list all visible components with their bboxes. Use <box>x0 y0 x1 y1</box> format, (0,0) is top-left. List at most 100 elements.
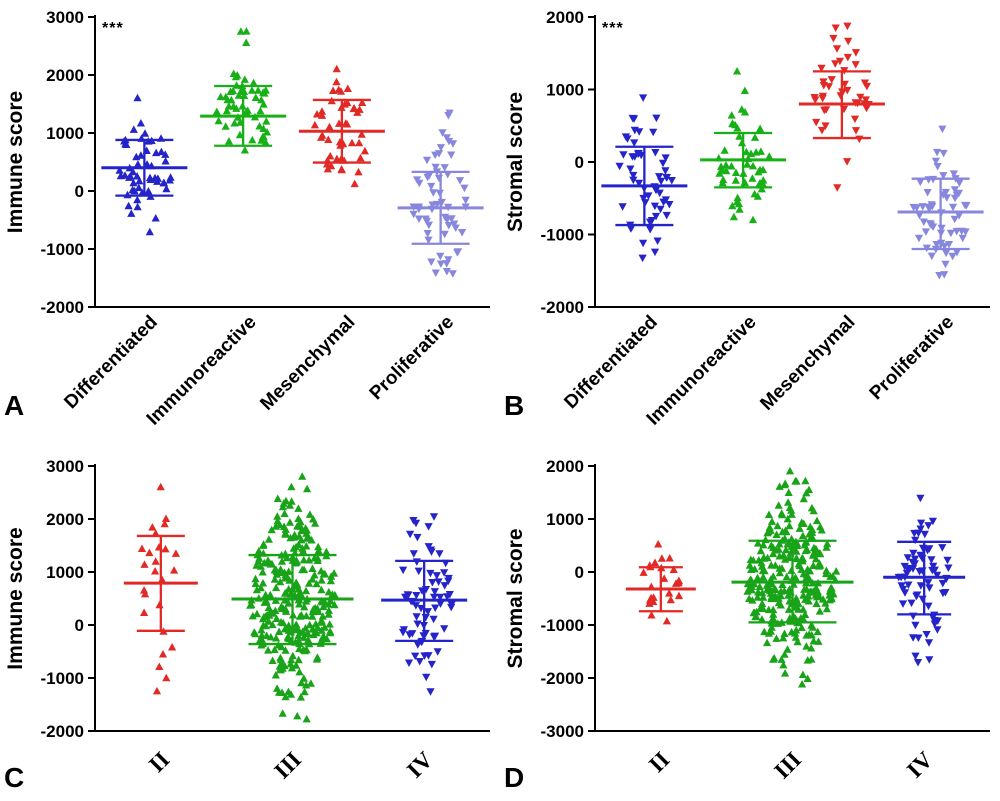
data-point <box>322 547 331 556</box>
data-point <box>444 256 453 264</box>
data-point <box>950 186 959 194</box>
data-point <box>767 623 776 631</box>
data-point <box>761 535 770 544</box>
data-point <box>763 585 772 593</box>
data-point <box>767 561 776 569</box>
data-point <box>942 249 951 258</box>
data-point <box>145 548 154 557</box>
x-category-label: II <box>144 747 174 777</box>
data-point <box>325 620 334 628</box>
panel-B-chart: 2000 1000 0 -1000 -2000 Stromal score *** Diffe… <box>504 8 990 430</box>
data-point <box>255 636 264 645</box>
data-point <box>264 603 273 611</box>
data-point <box>862 82 871 91</box>
data-point <box>266 590 275 599</box>
data-point <box>287 655 296 664</box>
data-point <box>645 596 654 604</box>
data-point <box>639 568 648 576</box>
data-point <box>298 472 307 480</box>
data-point <box>287 482 296 491</box>
data-point <box>948 252 957 261</box>
data-point <box>252 561 261 569</box>
data-point <box>782 572 791 581</box>
data-point <box>667 177 676 185</box>
scatter-points <box>398 513 456 696</box>
data-point <box>750 564 759 573</box>
data-point <box>136 151 145 159</box>
data-point <box>924 522 933 530</box>
data-point <box>427 258 436 266</box>
data-point <box>255 122 264 130</box>
data-point <box>279 499 288 507</box>
data-point <box>272 567 281 576</box>
data-point <box>297 678 306 687</box>
data-point <box>421 614 430 622</box>
y-tick-label: 0 <box>75 182 84 201</box>
data-point <box>297 526 306 534</box>
data-point <box>133 160 142 168</box>
data-point <box>938 544 947 552</box>
data-point <box>843 53 852 62</box>
panel-letter-D: D <box>504 762 525 793</box>
y-tick-label: 0 <box>575 153 584 172</box>
data-point <box>425 172 434 180</box>
data-point <box>324 610 333 618</box>
data-point <box>262 117 271 125</box>
data-point <box>924 579 933 587</box>
data-point <box>399 626 408 634</box>
data-point <box>284 687 293 696</box>
data-point <box>414 215 424 223</box>
data-point <box>399 566 408 575</box>
data-point <box>447 151 456 159</box>
data-point <box>748 161 758 170</box>
data-point <box>813 592 822 601</box>
data-point <box>798 680 807 688</box>
data-point <box>281 692 290 701</box>
data-point <box>130 186 139 195</box>
data-point <box>444 222 453 230</box>
data-point <box>652 114 661 123</box>
data-point <box>919 218 928 226</box>
data-point <box>278 709 287 717</box>
data-point <box>903 554 912 562</box>
data-point <box>295 532 304 540</box>
data-point <box>809 636 818 645</box>
y-tick-label: -1000 <box>41 669 84 688</box>
data-point <box>282 588 291 597</box>
data-point <box>733 67 742 75</box>
data-point <box>807 655 816 663</box>
data-point <box>156 482 165 491</box>
data-point <box>302 681 311 689</box>
data-point <box>757 184 766 193</box>
data-point <box>750 133 760 141</box>
data-point <box>813 627 822 636</box>
data-point <box>928 202 937 211</box>
data-point <box>405 631 414 639</box>
data-point <box>292 542 301 551</box>
x-category-label: Differentiated <box>560 312 661 413</box>
data-point <box>634 179 644 188</box>
data-point <box>797 623 806 631</box>
data-point <box>328 590 337 598</box>
data-point <box>261 138 270 146</box>
data-point <box>302 542 311 550</box>
data-point <box>650 558 660 566</box>
data-point <box>259 124 268 132</box>
data-point <box>772 634 781 642</box>
panel-letter-C: C <box>4 762 25 793</box>
data-point <box>733 123 742 132</box>
data-point <box>787 627 796 636</box>
data-point <box>326 576 335 585</box>
data-point <box>302 714 311 723</box>
data-point <box>832 567 841 575</box>
x-category-label: Mesenchymal <box>256 312 359 415</box>
x-category-label: III <box>269 747 306 784</box>
data-point <box>812 516 822 525</box>
data-point <box>777 509 786 517</box>
data-point <box>300 602 309 611</box>
y-tick-label: 1000 <box>46 124 84 143</box>
data-point <box>266 560 275 568</box>
error-bar <box>101 138 188 197</box>
data-point <box>720 146 729 154</box>
